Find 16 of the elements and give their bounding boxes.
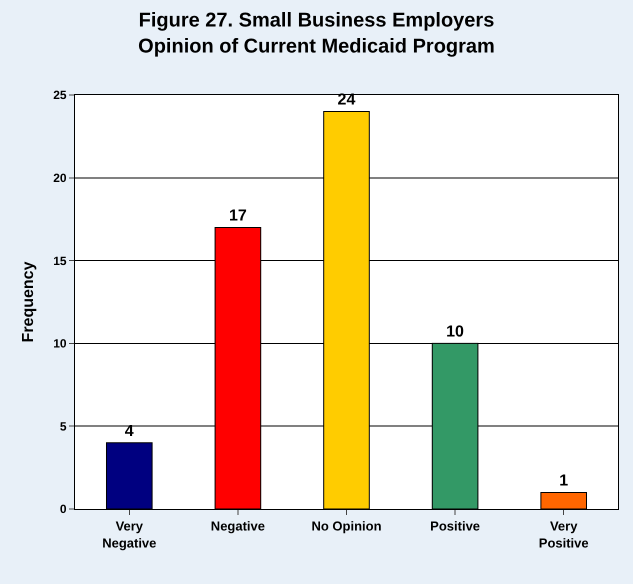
y-tick-label: 15 <box>53 254 67 268</box>
x-tick-label: Very Negative <box>102 518 156 550</box>
y-tick-label: 10 <box>53 336 67 351</box>
y-tick-label: 25 <box>53 88 67 102</box>
x-tick-label: No Opinion <box>311 518 382 534</box>
x-tick-label: Very Positive <box>538 518 589 550</box>
x-tick-label: Positive <box>430 518 480 534</box>
y-tick-label: 20 <box>53 171 67 185</box>
y-axis-title: Frequency <box>20 261 38 342</box>
x-tick-label: Negative <box>210 518 265 534</box>
y-tick-label: 5 <box>60 419 67 434</box>
data-label: 1 <box>559 472 568 490</box>
data-label: 17 <box>228 207 247 224</box>
chart-title: Figure 27. Small Business Employers Opinion of Current Medicaid Program <box>138 9 495 58</box>
y-tick-label: 0 <box>60 502 67 516</box>
data-label: 10 <box>446 323 464 340</box>
